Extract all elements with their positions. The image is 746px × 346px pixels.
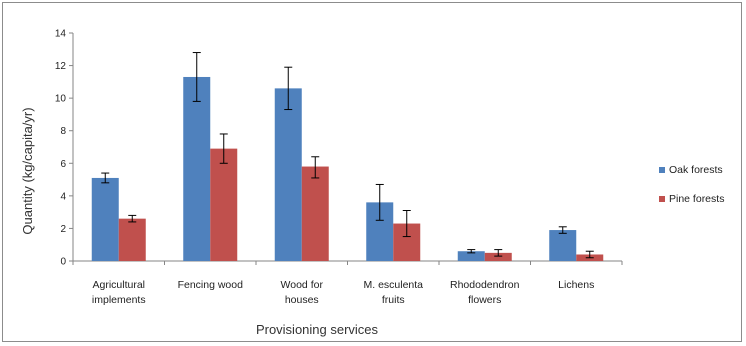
bar-oak-forests (91, 177, 119, 261)
y-tick-label: 0 (60, 257, 66, 268)
y-axis-title: Quantity (kg/capita/yr) (20, 107, 35, 234)
bar-oak-forests (457, 251, 485, 261)
legend-label: Oak forests (669, 164, 723, 176)
y-tick-label: 12 (55, 61, 67, 72)
legend-swatch (659, 167, 665, 173)
bar-pine-forests (210, 148, 238, 261)
x-category-label: fruits (382, 294, 405, 306)
x-axis-title: Provisioning services (256, 322, 379, 337)
y-tick-label: 8 (60, 126, 66, 137)
y-tick-label: 10 (55, 94, 67, 105)
x-category-label: Wood for (281, 279, 324, 291)
x-category-label: Rhododendron (450, 279, 520, 291)
x-category-label: Lichens (558, 279, 594, 291)
x-category-label: M. esculenta (363, 279, 423, 291)
y-tick-label: 6 (60, 159, 66, 170)
bar-oak-forests (183, 76, 211, 261)
chart-frame (2, 2, 742, 342)
y-tick-label: 4 (60, 191, 66, 202)
x-category-label: houses (285, 294, 319, 306)
bar-pine-forests (118, 218, 146, 261)
bar-oak-forests (274, 88, 302, 261)
x-category-label: Fencing wood (178, 279, 244, 291)
bar-oak-forests (549, 230, 577, 261)
y-tick-label: 2 (60, 224, 66, 235)
bar-pine-forests (301, 166, 329, 261)
x-category-label: Agricultural (92, 279, 145, 291)
y-tick-label: 14 (55, 29, 67, 40)
bar-pine-forests (484, 252, 512, 261)
x-category-label: implements (92, 294, 146, 306)
legend-label: Pine forests (669, 193, 724, 205)
legend-swatch (659, 196, 665, 202)
x-category-label: flowers (468, 294, 501, 306)
